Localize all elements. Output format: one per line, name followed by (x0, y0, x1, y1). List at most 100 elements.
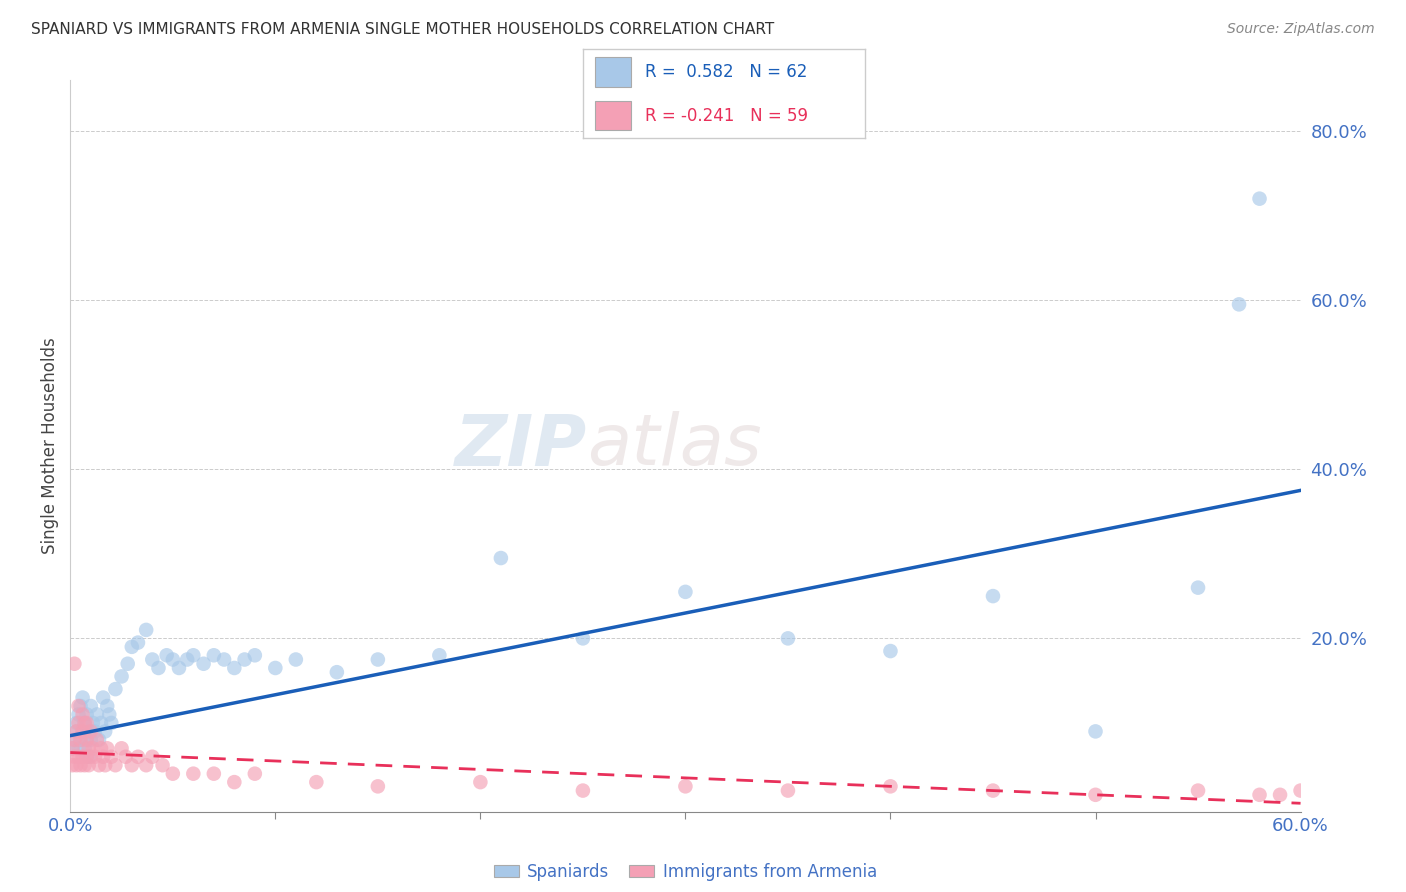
Point (69, 758, 91, 772)
Point (60, 758, 83, 772)
Point (73, 758, 96, 772)
Point (63, 749, 86, 764)
Point (76, 732, 98, 747)
Point (1084, 788, 1107, 802)
Text: SPANIARD VS IMMIGRANTS FROM ARMENIA SINGLE MOTHER HOUSEHOLDS CORRELATION CHART: SPANIARD VS IMMIGRANTS FROM ARMENIA SING… (31, 22, 775, 37)
Point (110, 741, 132, 756)
Point (94, 758, 117, 772)
Point (212, 652, 235, 666)
Point (367, 780, 389, 794)
Point (82, 715, 104, 730)
Point (72, 724, 94, 739)
Point (80, 732, 103, 747)
Point (305, 775, 328, 789)
Point (156, 648, 179, 663)
FancyBboxPatch shape (595, 101, 631, 130)
Point (243, 648, 266, 663)
Point (572, 783, 595, 797)
Point (80, 724, 103, 739)
Point (76, 732, 98, 747)
Point (65, 715, 87, 730)
Point (76, 749, 98, 764)
Point (1289, 783, 1312, 797)
Point (879, 644, 901, 658)
Point (879, 780, 901, 794)
Point (63, 657, 86, 671)
Point (104, 682, 127, 697)
Point (73, 741, 96, 756)
Point (67, 741, 90, 756)
Point (121, 640, 143, 654)
Point (776, 632, 799, 646)
Point (76, 707, 98, 722)
Point (675, 585, 697, 599)
Point (183, 648, 205, 663)
Point (72, 707, 94, 722)
Point (87, 732, 110, 747)
Point (67, 749, 90, 764)
Point (572, 632, 595, 646)
Point (1187, 581, 1209, 595)
Point (202, 766, 225, 780)
Point (77, 749, 100, 764)
Point (470, 775, 492, 789)
Point (152, 758, 174, 772)
Point (148, 661, 170, 675)
Point (69, 732, 91, 747)
Point (82, 741, 104, 756)
Point (94, 724, 117, 739)
FancyBboxPatch shape (595, 57, 631, 87)
Point (91, 690, 114, 705)
Point (80, 699, 103, 714)
Point (1227, 297, 1250, 311)
Point (65, 758, 87, 772)
Point (981, 589, 1004, 603)
Text: ZIP: ZIP (454, 411, 586, 481)
Text: atlas: atlas (586, 411, 762, 481)
Point (224, 661, 246, 675)
Point (114, 749, 136, 764)
Point (167, 661, 190, 675)
Point (489, 551, 512, 566)
Point (77, 724, 100, 739)
Point (96, 699, 118, 714)
Point (1249, 788, 1271, 802)
Point (429, 648, 451, 663)
Point (65, 724, 87, 739)
Point (73, 715, 96, 730)
Text: R = -0.241   N = 59: R = -0.241 N = 59 (645, 106, 808, 125)
Point (91, 749, 114, 764)
Point (117, 657, 139, 671)
Point (264, 661, 287, 675)
Y-axis label: Single Mother Households: Single Mother Households (41, 338, 59, 554)
Point (87, 758, 110, 772)
Point (77, 758, 100, 772)
Point (224, 775, 246, 789)
Point (176, 652, 198, 666)
Point (86, 707, 108, 722)
Point (69, 699, 91, 714)
Point (141, 749, 163, 764)
Point (72, 724, 94, 739)
Point (65, 724, 87, 739)
Point (67, 707, 90, 722)
Point (90, 741, 112, 756)
Point (367, 652, 389, 666)
Point (127, 749, 149, 764)
Point (135, 623, 157, 637)
Point (100, 715, 122, 730)
Point (67, 699, 90, 714)
Point (76, 715, 98, 730)
Point (1187, 783, 1209, 797)
Point (127, 635, 149, 649)
Point (60, 741, 83, 756)
Point (73, 715, 96, 730)
Point (202, 648, 225, 663)
Point (72, 749, 94, 764)
Point (1268, 788, 1291, 802)
Point (72, 690, 94, 705)
Point (84, 724, 107, 739)
Point (104, 758, 127, 772)
Point (77, 741, 100, 756)
Text: Source: ZipAtlas.com: Source: ZipAtlas.com (1227, 22, 1375, 37)
